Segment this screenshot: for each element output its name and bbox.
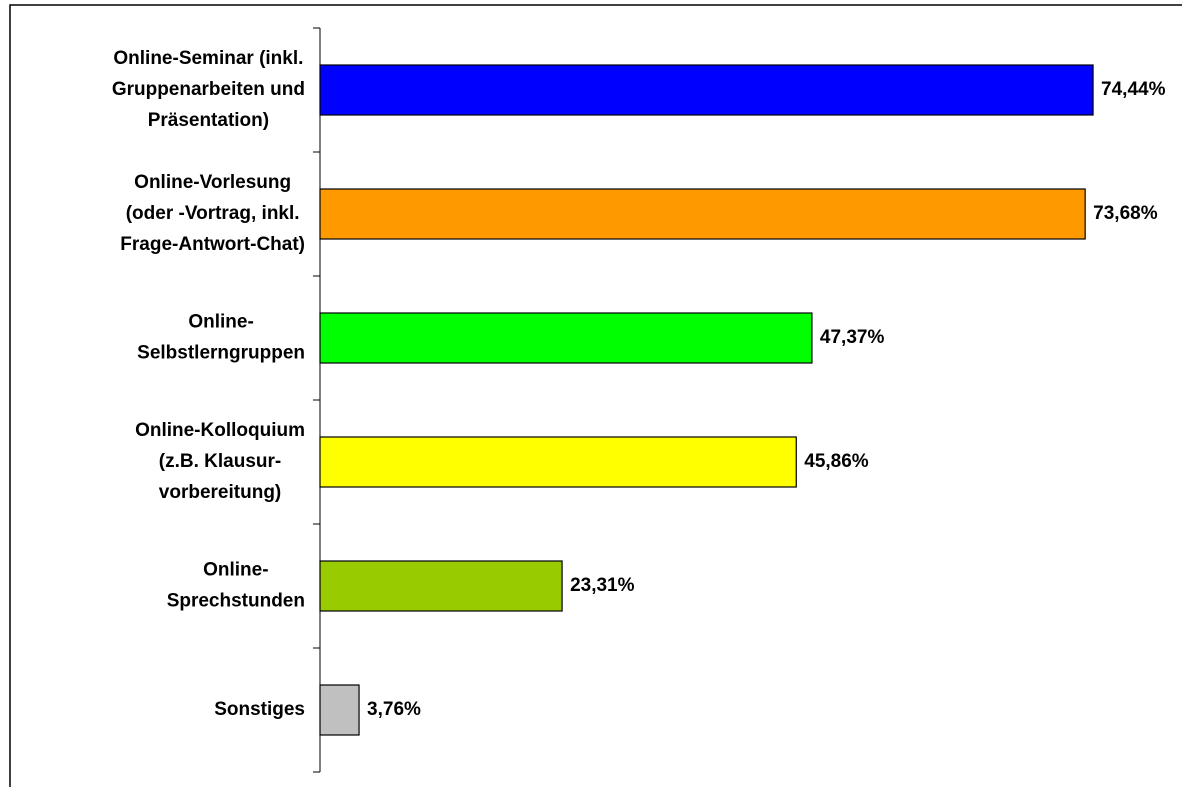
bar bbox=[319, 684, 360, 736]
bar bbox=[319, 312, 813, 364]
value-label: 45,86% bbox=[804, 451, 869, 472]
value-label: 47,37% bbox=[820, 327, 885, 348]
bar bbox=[319, 188, 1086, 240]
category-label: Online-Kolloquium bbox=[135, 420, 305, 441]
value-label: 23,31% bbox=[570, 575, 635, 596]
bar bbox=[319, 436, 797, 488]
category-label: Online- bbox=[203, 560, 268, 581]
category-label: Online-Seminar (inkl. bbox=[113, 48, 303, 69]
value-label: 3,76% bbox=[367, 699, 421, 720]
value-label: 74,44% bbox=[1101, 79, 1166, 100]
category-label: Online- bbox=[188, 312, 253, 333]
category-label: Selbstlerngruppen bbox=[137, 343, 305, 364]
category-label: Online-Vorlesung bbox=[134, 172, 291, 193]
category-label: (oder -Vortrag, inkl. bbox=[126, 203, 300, 224]
category-label: Präsentation) bbox=[148, 110, 269, 131]
category-label: Sprechstunden bbox=[167, 591, 305, 612]
category-label: Sonstiges bbox=[214, 699, 305, 720]
category-label: (z.B. Klausur- bbox=[159, 451, 281, 472]
category-label: Frage-Antwort-Chat) bbox=[120, 234, 305, 255]
value-label: 73,68% bbox=[1093, 203, 1158, 224]
bar bbox=[319, 64, 1094, 116]
bar bbox=[319, 560, 563, 612]
chart-frame bbox=[9, 4, 1182, 787]
category-label: Gruppenarbeiten und bbox=[112, 79, 305, 100]
category-label: vorbereitung) bbox=[159, 482, 281, 503]
